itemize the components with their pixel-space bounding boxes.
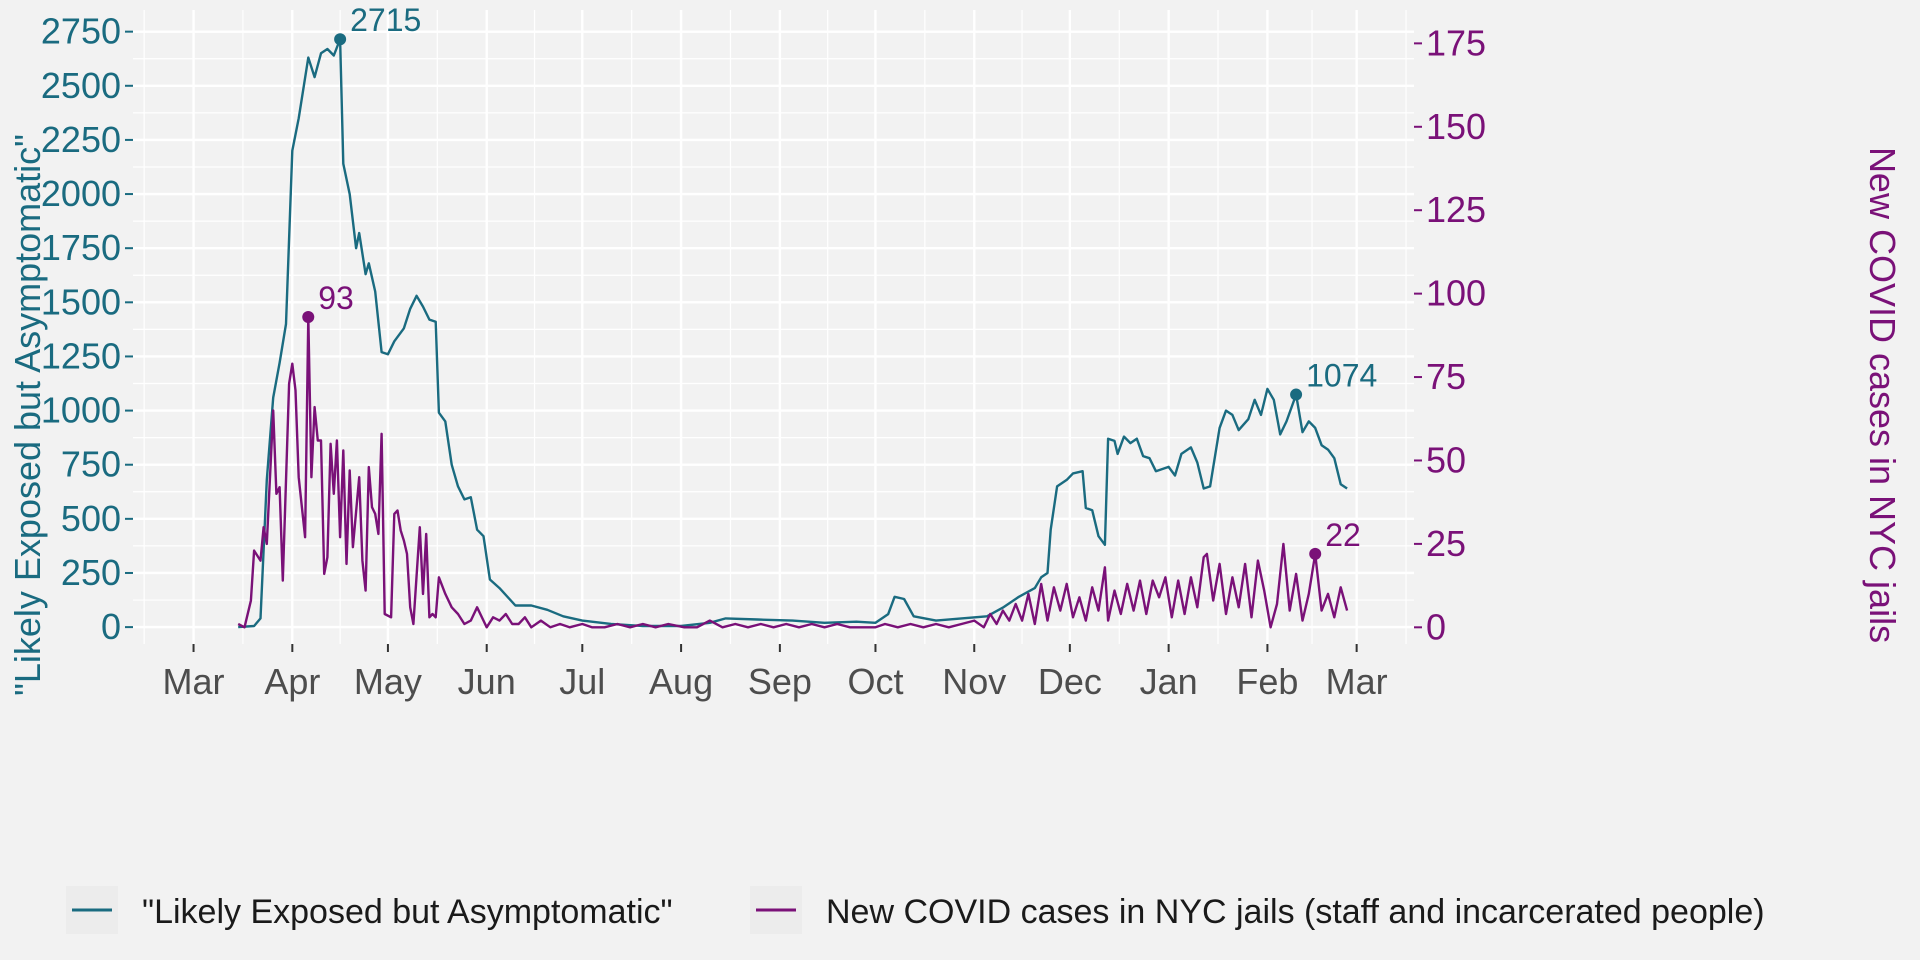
x-tick-label: Jun xyxy=(458,661,516,702)
right-y-axis: 0 25 50 75 100 125 150 175 xyxy=(1414,22,1486,647)
peak-point-1074 xyxy=(1290,388,1303,401)
x-tick-label: Aug xyxy=(649,661,713,702)
peak-point-22 xyxy=(1309,547,1322,560)
left-y-axis: 0 250 500 750 1000 1250 1500 1750 2000 2250 2500 27… xyxy=(41,11,133,647)
left-tick-label: 2250 xyxy=(41,119,121,160)
peak-label-2715: 2715 xyxy=(350,2,421,38)
x-axis: Mar Apr May Jun Jul Aug Sep Oct Nov Dec Jan Feb Mar xyxy=(163,644,1388,702)
right-tick-label: 150 xyxy=(1426,106,1486,147)
left-tick-label: 1500 xyxy=(41,281,121,322)
x-tick-label: Feb xyxy=(1236,661,1298,702)
right-tick-label: 50 xyxy=(1426,439,1466,480)
peak-label-22: 22 xyxy=(1325,517,1361,553)
peak-label-93: 93 xyxy=(318,280,354,316)
x-tick-label: Mar xyxy=(163,661,225,702)
left-tick-label: 0 xyxy=(101,606,121,647)
left-tick-label: 1250 xyxy=(41,335,121,376)
right-tick-label: 0 xyxy=(1426,606,1446,647)
legend-label-jail-cases: New COVID cases in NYC jails (staff and … xyxy=(826,893,1765,931)
left-tick-label: 2500 xyxy=(41,65,121,106)
series-line-jail-cases xyxy=(237,315,1349,629)
peak-label-1074: 1074 xyxy=(1306,358,1377,394)
right-tick-label: 100 xyxy=(1426,273,1486,314)
x-tick-label: Dec xyxy=(1038,661,1102,702)
x-tick-label: Oct xyxy=(847,661,903,702)
right-tick-label: 75 xyxy=(1426,356,1466,397)
series-line-asymptomatic xyxy=(238,38,1348,629)
legend-label-asymptomatic: "Likely Exposed but Asymptomatic" xyxy=(142,893,673,931)
right-tick-label: 125 xyxy=(1426,189,1486,230)
peak-point-2715 xyxy=(334,33,347,46)
x-tick-label: Apr xyxy=(264,661,320,702)
left-tick-label: 250 xyxy=(61,552,121,593)
left-axis-title: "Likely Exposed but Asymptomatic" xyxy=(7,134,48,696)
left-tick-label: 750 xyxy=(61,444,121,485)
left-tick-label: 1000 xyxy=(41,390,121,431)
x-tick-label: Nov xyxy=(942,661,1006,702)
left-tick-label: 2000 xyxy=(41,173,121,214)
right-tick-label: 175 xyxy=(1426,22,1486,63)
x-tick-label: Sep xyxy=(748,661,812,702)
right-axis-title: New COVID cases in NYC jails xyxy=(1862,147,1903,643)
left-tick-label: 2750 xyxy=(41,11,121,52)
x-tick-label: May xyxy=(354,661,422,702)
x-tick-label: Jul xyxy=(559,661,605,702)
major-gridlines xyxy=(133,10,1414,644)
series-layer xyxy=(237,38,1349,629)
left-tick-label: 1750 xyxy=(41,227,121,268)
x-tick-label: Mar xyxy=(1326,661,1388,702)
x-tick-label: Jan xyxy=(1140,661,1198,702)
left-tick-label: 500 xyxy=(61,498,121,539)
legend: "Likely Exposed but Asymptomatic" New CO… xyxy=(66,886,1765,934)
minor-gridlines xyxy=(133,10,1414,644)
right-tick-label: 25 xyxy=(1426,523,1466,564)
peak-annotations: 2715 1074 93 22 xyxy=(302,2,1377,560)
peak-point-93 xyxy=(302,310,315,323)
